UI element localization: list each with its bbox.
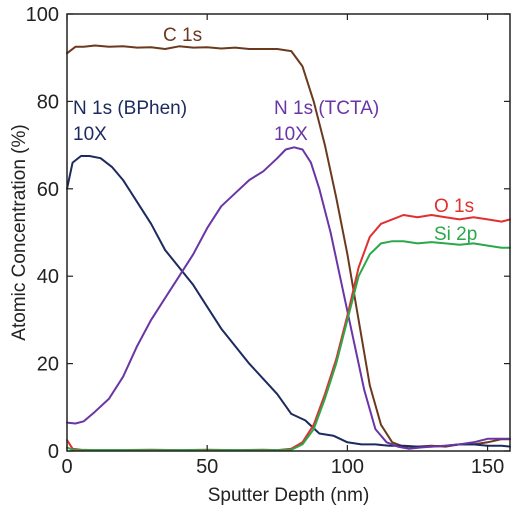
ticks-layer: 0 50 100 150 0 20 40 60 80 100 [26, 4, 510, 478]
series-label-n-1s-tcta: N 1s (TCTA) [274, 98, 379, 119]
series-label-n-1s-tcta: 10X [274, 124, 308, 145]
y-tick-label: 20 [37, 354, 59, 376]
y-axis-label: Atomic Concentration (%) [9, 124, 30, 340]
series-line-si-2p [66, 240, 511, 452]
x-tick-label: 100 [331, 456, 364, 478]
series-label-o-1s: O 1s [434, 196, 474, 217]
series-label-n-1s-bphen: 10X [73, 124, 107, 145]
y-tick-label: 0 [48, 441, 59, 463]
x-axis-label: Sputter Depth (nm) [208, 485, 370, 506]
y-tick-label: 80 [37, 91, 59, 113]
series-label-si-2p: Si 2p [434, 224, 477, 245]
x-tick-label: 50 [196, 456, 218, 478]
series-label-n-1s-bphen: N 1s (BPhen) [73, 98, 187, 119]
x-tick-label: 150 [471, 456, 504, 478]
y-tick-label: 40 [37, 266, 59, 288]
y-tick-label: 100 [26, 4, 59, 26]
plot-frame [66, 13, 511, 452]
series-line-n-1s-tcta [66, 146, 511, 450]
x-tick-label: 0 [61, 456, 72, 478]
series-layer [66, 44, 511, 452]
series-label-c-1s: C 1s [163, 25, 202, 46]
series-labels: C 1s N 1s (BPhen) 10X N 1s (TCTA) 10X O 1s Si … [73, 25, 477, 245]
y-tick-label: 60 [37, 179, 59, 201]
